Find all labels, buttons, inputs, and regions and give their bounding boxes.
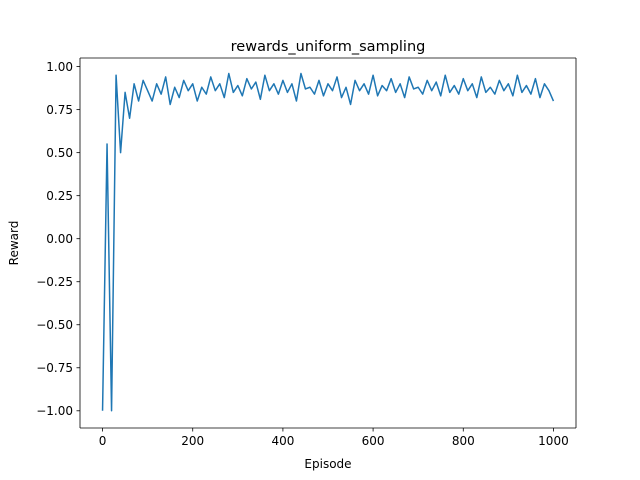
- y-tick-label: −0.25: [36, 275, 73, 289]
- x-tick-label: 600: [362, 434, 385, 448]
- y-axis-label: Reward: [7, 221, 21, 266]
- series-layer: [101, 72, 555, 412]
- x-axis-label: Episode: [304, 457, 351, 471]
- chart-title: rewards_uniform_sampling: [231, 39, 426, 55]
- y-tick-label: −0.75: [36, 361, 73, 375]
- x-tick-label: 800: [452, 434, 475, 448]
- y-tick-label: 0.75: [46, 103, 73, 117]
- plot-area: [80, 58, 576, 428]
- y-tick-label: −1.00: [36, 404, 73, 418]
- y-tick-label: 1.00: [46, 60, 73, 74]
- y-tick-label: 0.00: [46, 232, 73, 246]
- y-tick-label: 0.25: [46, 189, 73, 203]
- y-tick-label: −0.50: [36, 318, 73, 332]
- x-tick-label: 0: [99, 434, 107, 448]
- x-tick-label: 200: [181, 434, 204, 448]
- x-tick-label: 400: [271, 434, 294, 448]
- y-tick-label: 0.50: [46, 146, 73, 160]
- ticks-layer: 0 200 400 600 800 1000 −1.00 −0.75 −0.50 −0.25 0.0…: [36, 60, 569, 448]
- x-tick-label: 1000: [538, 434, 569, 448]
- axes-layer: [79, 57, 577, 429]
- reward-series-line: [101, 72, 555, 412]
